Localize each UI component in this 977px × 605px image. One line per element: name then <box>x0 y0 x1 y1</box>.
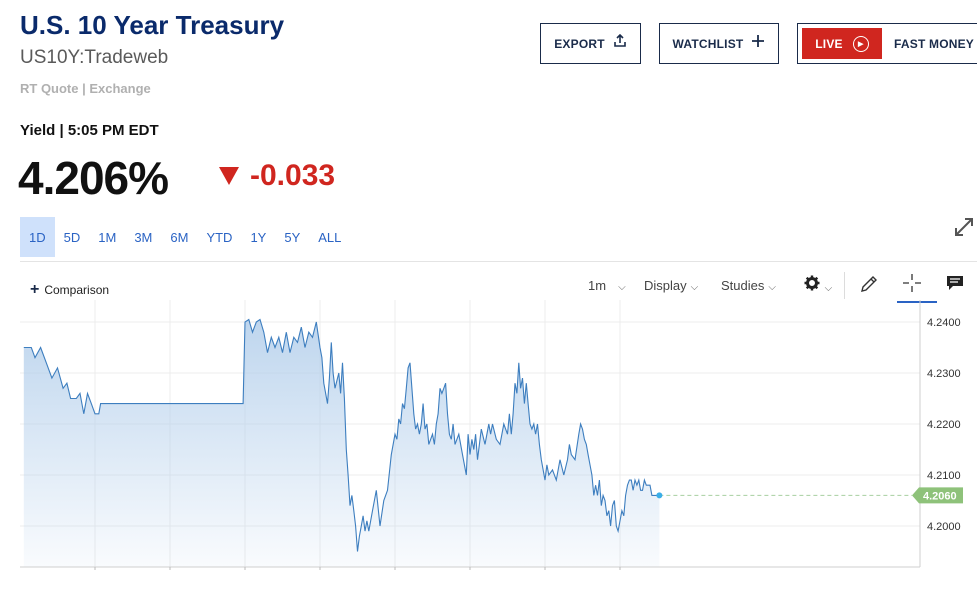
studies-dropdown[interactable]: Studies ⌵ <box>721 278 776 293</box>
yield-time-label: Yield | 5:05 PM EDT <box>20 122 159 139</box>
range-5y[interactable]: 5Y <box>284 229 301 245</box>
expand-icon[interactable] <box>953 216 975 244</box>
display-label: Display <box>644 278 687 293</box>
active-tool-indicator <box>897 301 937 303</box>
comment-icon <box>945 276 965 295</box>
symbol-subtitle: US10Y:Tradeweb <box>20 47 169 68</box>
watchlist-label: WATCHLIST <box>672 36 744 51</box>
crosshair-tool-button[interactable] <box>901 272 923 297</box>
quote-change: -0.033 <box>250 159 336 192</box>
live-fast-money-button[interactable]: LIVE ▶ FAST MONEY <box>797 23 977 64</box>
y-tick-label: 4.2000 <box>927 521 961 533</box>
range-all[interactable]: ALL <box>318 229 342 245</box>
last-price-label: 4.2060 <box>923 490 957 502</box>
y-tick-label: 4.2300 <box>927 368 961 380</box>
range-6m[interactable]: 6M <box>170 229 189 245</box>
x-axis-ticks: 2:004:006:008:0010:0012:0014:0016:00 <box>94 567 621 570</box>
y-tick-label: 4.2200 <box>927 419 961 431</box>
fast-money-label: FAST MONEY <box>894 36 975 51</box>
interval-label: 1m <box>588 278 607 293</box>
yield-area <box>23 319 660 567</box>
page-title: U.S. 10 Year Treasury <box>20 10 285 40</box>
interval-dropdown[interactable]: 1m ⌵ <box>588 278 626 293</box>
gear-icon <box>804 275 824 294</box>
crosshair-icon <box>901 274 923 297</box>
range-selector: 1D 5D 1M 3M 6M YTD 1Y 5Y ALL <box>20 217 350 257</box>
pencil-icon <box>859 276 879 297</box>
chevron-down-icon: ⌵ <box>690 282 699 293</box>
chevron-down-icon: ⌵ <box>618 282 626 293</box>
y-tick-label: 4.2400 <box>927 317 961 329</box>
range-1y[interactable]: 1Y <box>250 229 267 245</box>
draw-tool-button[interactable] <box>859 274 879 297</box>
range-1d[interactable]: 1D <box>20 217 55 257</box>
last-price-badge: 4.2060 <box>912 487 963 504</box>
watchlist-button[interactable]: WATCHLIST <box>659 23 779 64</box>
range-1m[interactable]: 1M <box>98 229 117 245</box>
down-arrow-icon <box>219 167 239 185</box>
studies-label: Studies <box>721 278 765 293</box>
live-label: LIVE <box>815 36 843 51</box>
range-3m[interactable]: 3M <box>134 229 153 245</box>
display-dropdown[interactable]: Display ⌵ <box>644 278 698 293</box>
settings-dropdown[interactable]: ⌵ <box>804 275 832 294</box>
yield-chart[interactable]: 2:004:006:008:0010:0012:0014:0016:00 4.2… <box>0 300 977 570</box>
quote-price: 4.206% <box>18 152 169 204</box>
range-ytd[interactable]: YTD <box>206 229 233 245</box>
comparison-button[interactable]: + Comparison <box>30 281 109 299</box>
live-tag: LIVE ▶ <box>802 28 882 59</box>
plus-icon <box>751 34 765 53</box>
share-icon <box>613 33 627 53</box>
comments-tool-button[interactable] <box>945 274 965 295</box>
export-label: EXPORT <box>554 36 605 51</box>
plus-icon: + <box>30 281 40 298</box>
range-5d[interactable]: 5D <box>63 229 81 245</box>
chart-top-divider <box>20 261 977 262</box>
yield-line <box>23 318 660 552</box>
chevron-down-icon: ⌵ <box>824 283 833 294</box>
play-icon: ▶ <box>852 35 869 52</box>
export-button[interactable]: EXPORT <box>540 23 641 64</box>
last-price-badge-shape <box>912 487 963 504</box>
last-price-dot <box>656 492 663 499</box>
chevron-down-icon: ⌵ <box>768 282 776 293</box>
comparison-label: Comparison <box>44 283 110 297</box>
quote-type: RT Quote | Exchange <box>20 81 151 96</box>
y-tick-label: 4.2100 <box>927 470 961 482</box>
toolbar-separator <box>844 272 845 299</box>
y-axis-ticks: 4.2400 4.2300 4.2200 4.2100 4.2000 <box>927 317 961 533</box>
